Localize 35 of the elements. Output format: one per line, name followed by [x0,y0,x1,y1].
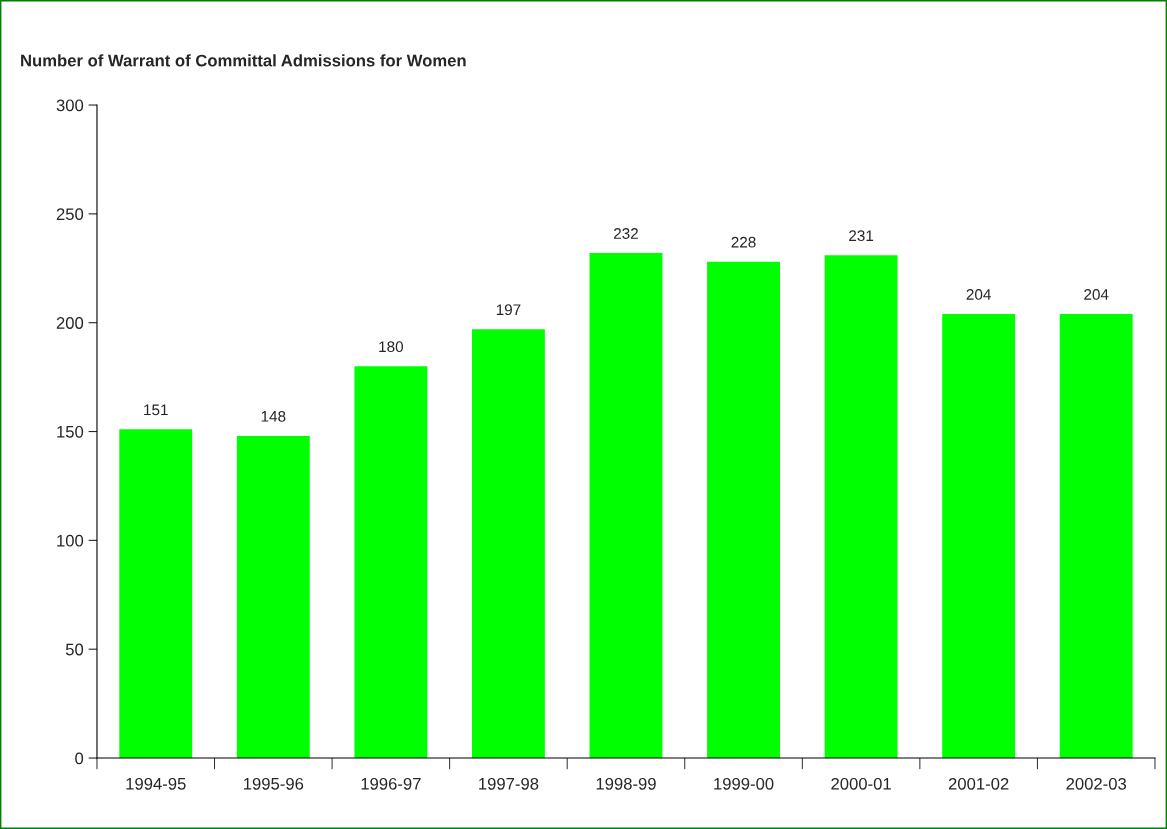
chart-title: Number of Warrant of Committal Admissions for Women [21,54,466,67]
bar [589,253,663,759]
x-tick-label: 1996-97 [361,777,421,790]
bar [1059,314,1133,759]
y-tick-label: 0 [75,752,84,765]
data-label: 204 [966,289,991,300]
data-label: 180 [379,341,404,353]
data-label: 197 [496,304,521,316]
x-tick-label: 1995-96 [244,777,304,790]
x-tick-label: 1998-99 [596,777,656,790]
x-tick-label: 1997-98 [479,777,539,790]
bar [236,435,310,759]
y-tick-label: 150 [57,425,84,438]
y-tick-label: 300 [56,99,84,112]
data-label: 204 [1084,289,1109,300]
data-label: 232 [614,228,638,239]
data-label: 228 [731,236,756,248]
bar [942,314,1016,759]
bar [354,366,428,759]
data-label: 148 [261,410,286,422]
y-tick-label: 250 [56,208,84,221]
bar [707,261,780,759]
y-tick-label: 100 [57,534,84,547]
bar [119,429,193,759]
x-tick-label: 2000-01 [831,777,891,790]
x-tick-label: 2002-03 [1066,777,1127,790]
y-tick-label: 200 [56,317,84,329]
bar [471,329,545,759]
y-tick-label: 50 [65,643,84,656]
x-tick-label: 1994-95 [126,777,186,790]
bar [824,255,898,759]
x-tick-label: 1999-00 [714,777,774,790]
x-tick-label: 2001-02 [948,777,1009,790]
data-label: 231 [849,230,874,242]
data-label: 151 [144,404,168,416]
